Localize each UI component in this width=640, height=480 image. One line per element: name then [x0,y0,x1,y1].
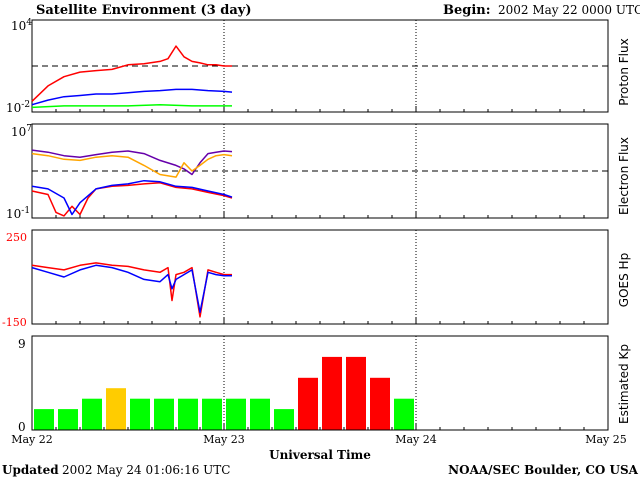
xaxis-title: Universal Time [269,448,371,462]
xtick-may25: May 25 [585,433,627,446]
electron-series-blue [31,179,233,216]
proton-series-green [31,103,232,109]
kp-bar [394,398,414,430]
kp-ytick-bottom: 0 [18,420,26,434]
xtick-may23: May 23 [203,433,245,446]
goes-series-blue [31,264,232,314]
kp-frame-overlay [31,335,609,431]
kp-bar [322,356,342,430]
kp-bar [130,398,150,430]
updated-value: 2002 May 24 01:06:16 UTC [62,463,230,477]
kp-bar [202,398,222,430]
xtick-may24: May 24 [395,433,437,446]
electron-series-red [31,182,233,217]
updated-label: Updated [2,463,59,477]
goes-series-red [31,262,232,318]
kp-bar [274,409,294,430]
chart-title: Satellite Environment (3 day) [36,3,251,18]
goes-ytick-bottom: -150 [2,316,27,329]
kp-bar [34,409,54,430]
electron-ytick-bottom: 10-1 [6,206,30,221]
electron-frame [31,123,609,219]
kp-bar [82,398,102,430]
kp-bar [370,377,390,430]
kp-bar [106,388,126,430]
xtick-may22: May 22 [11,433,53,446]
electron-series-purple [31,149,233,176]
proton-series-red [31,45,232,102]
begin-label: Begin: [443,3,491,18]
proton-series-blue [31,88,233,106]
goes-frame [31,229,609,325]
kp-bar [346,356,366,430]
credit: NOAA/SEC Boulder, CO USA [448,463,639,477]
electron-ytick-top: 107 [11,124,32,139]
begin-value: 2002 May 22 0000 UTC [498,3,640,17]
kp-bar [154,398,174,430]
goes-ytick-top: 250 [6,231,27,244]
electron-flux-panel [31,123,609,219]
electron-ylabel: Electron Flux [617,137,631,215]
proton-flux-panel [31,19,609,113]
kp-bar [298,377,318,430]
electron-series-orange [31,152,233,178]
proton-ytick-top: 104 [11,18,32,33]
proton-frame [31,19,609,113]
estimated-kp-panel [31,335,609,431]
kp-ylabel: Estimated Kp [617,344,631,424]
proton-ylabel: Proton Flux [617,38,631,105]
kp-ytick-top: 9 [18,337,26,351]
kp-bar [58,409,78,430]
kp-bar [178,398,198,430]
goes-ylabel: GOES Hp [617,253,631,307]
goes-hp-panel [31,229,609,325]
kp-bar [250,398,270,430]
proton-ytick-bottom: 10-2 [6,100,30,115]
kp-bar [226,398,246,430]
